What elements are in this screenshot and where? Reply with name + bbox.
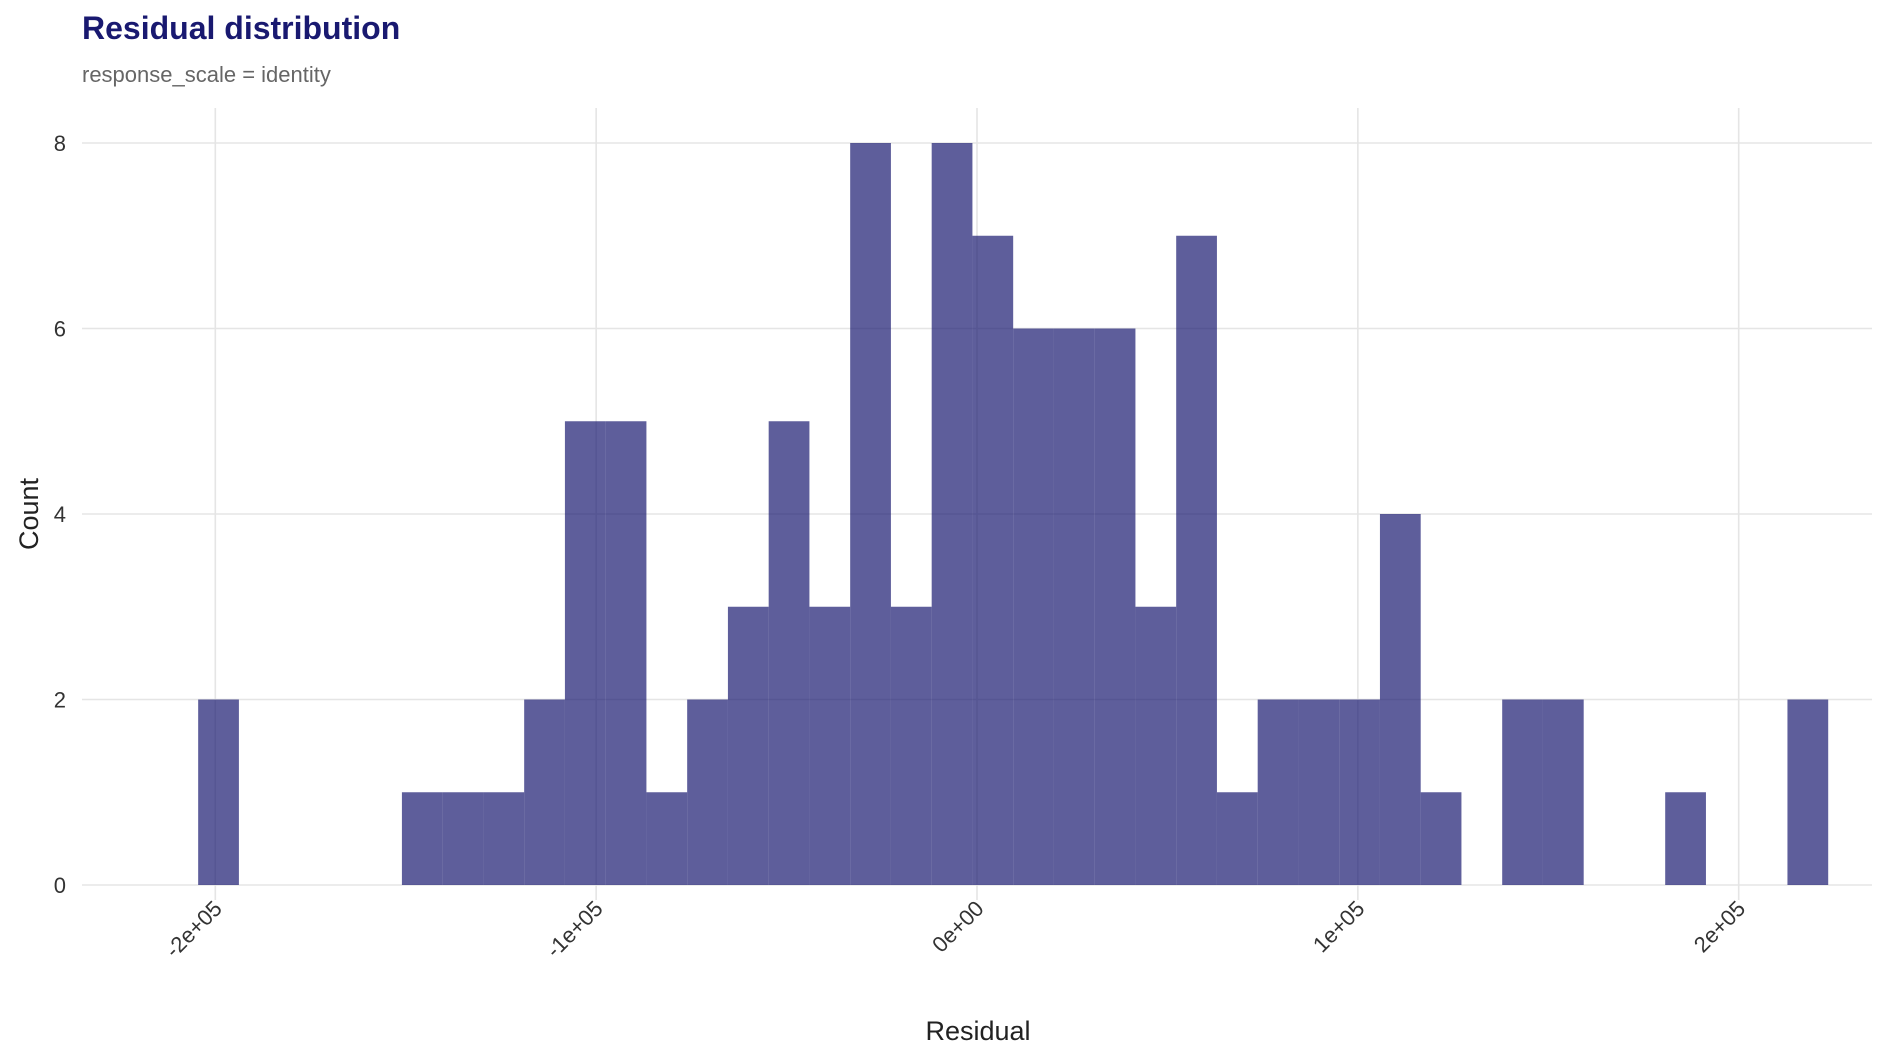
histogram-bar (483, 792, 525, 885)
histogram-bar (768, 421, 810, 885)
x-tick-label: -1e+05 (541, 896, 608, 963)
histogram-bar (1542, 699, 1584, 885)
x-axis-title: Residual (925, 1016, 1030, 1046)
histogram-bar (1257, 699, 1299, 885)
histogram-bar (1379, 514, 1421, 885)
histogram-bar (727, 606, 769, 885)
histogram-bar (1665, 792, 1706, 885)
histogram-bar (564, 421, 606, 885)
y-tick-label: 6 (54, 317, 66, 342)
histogram-bar (850, 143, 891, 885)
histogram-bar (809, 606, 851, 885)
histogram-bar (1298, 699, 1340, 885)
y-tick-label: 8 (54, 131, 66, 156)
bar-layer (198, 143, 1829, 885)
histogram-bar (605, 421, 647, 885)
histogram-bar (401, 792, 443, 885)
chart-title: Residual distribution (82, 10, 401, 46)
histogram-bar (1176, 235, 1217, 885)
histogram-bar (442, 792, 484, 885)
y-axis-title: Count (14, 477, 44, 550)
histogram-bar (646, 792, 688, 885)
chart-subtitle: response_scale = identity (82, 62, 331, 87)
histogram-bar (524, 699, 565, 885)
y-tick-label: 0 (54, 873, 66, 898)
histogram-bar (1216, 792, 1258, 885)
histogram-bar (972, 235, 1014, 885)
y-tick-label: 4 (54, 502, 66, 527)
x-tick-label: 1e+05 (1308, 896, 1369, 957)
histogram-bar (1502, 699, 1543, 885)
histogram-bar (1013, 328, 1054, 885)
histogram-bar (890, 606, 932, 885)
x-tick-label: -2e+05 (160, 896, 227, 963)
histogram-bar (1420, 792, 1462, 885)
x-tick-label: 2e+05 (1689, 896, 1750, 957)
histogram-bar (687, 699, 728, 885)
y-tick-label: 2 (54, 688, 66, 713)
histogram-bar (198, 699, 239, 885)
x-tick-label: 0e+00 (927, 896, 988, 957)
histogram-bar (1053, 328, 1095, 885)
histogram-bar (931, 143, 973, 885)
histogram-bar (1135, 606, 1177, 885)
histogram-bar (1094, 328, 1136, 885)
histogram-bar (1339, 699, 1380, 885)
histogram-bar (1787, 699, 1829, 885)
